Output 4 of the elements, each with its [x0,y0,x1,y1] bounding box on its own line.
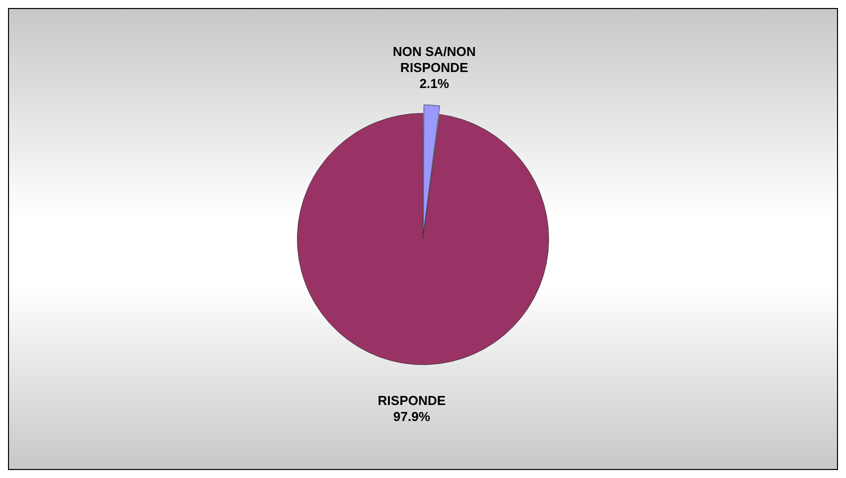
slice-label: NON SA/NON RISPONDE [392,44,476,76]
data-label: 2.1% [419,76,450,92]
data-label: 97.9% [393,408,431,424]
slice-label: RISPONDE [378,392,446,408]
